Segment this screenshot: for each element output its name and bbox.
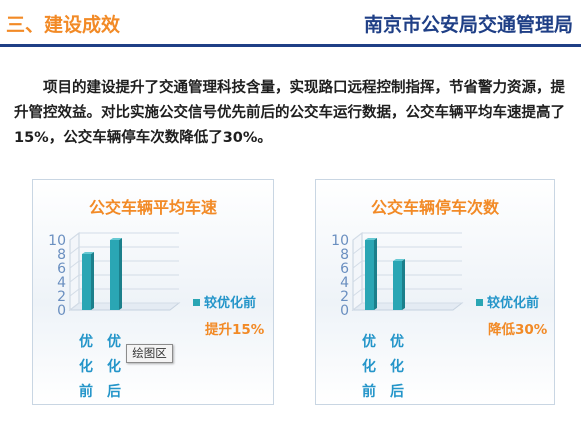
chart-panel-stop-count[interactable]: 公交车辆停车次数 0 2 4 6 8 10 优化前 优化后 较优化前 降低30% — [315, 179, 555, 405]
legend-label: 较优化前 — [487, 296, 540, 311]
organization-name: 南京市公安局交通管理局 — [363, 14, 573, 36]
slide-header: 三、建设成效 南京市公安局交通管理局 — [0, 0, 581, 48]
legend-swatch — [193, 299, 200, 306]
gridline-side — [352, 246, 363, 255]
y-tick-label: 8 — [340, 247, 349, 263]
gridline-side — [69, 260, 80, 269]
y-tick-label: 0 — [57, 303, 66, 319]
gridline-side — [69, 232, 80, 241]
y-tick-label: 8 — [57, 247, 66, 263]
bar-top — [365, 238, 377, 240]
y-tick-label: 2 — [340, 289, 349, 305]
gridline-side — [352, 302, 363, 311]
legend-label: 较优化前 — [204, 296, 257, 311]
y-tick-label: 0 — [340, 303, 349, 319]
bar — [82, 254, 91, 310]
bar-side — [91, 252, 94, 310]
bar-side — [374, 238, 377, 310]
gridline-side — [69, 246, 80, 255]
plot-area-tooltip: 绘图区 — [126, 344, 173, 363]
chart-legend: 较优化前 — [193, 292, 256, 311]
chart-annotation: 提升15% — [205, 322, 265, 338]
chart-annotation: 降低30% — [488, 322, 548, 338]
gridline-side — [352, 288, 363, 297]
y-tick-label: 6 — [57, 261, 66, 277]
section-title: 三、建设成效 — [6, 14, 121, 36]
gridline-side — [69, 302, 80, 311]
bar-side — [402, 259, 405, 310]
body-paragraph-text: 项目的建设提升了交通管理科技含量，实现路口远程控制指挥，节省警力资源，提升管控效… — [14, 80, 565, 146]
bar — [393, 261, 402, 310]
category-label: 优化后 — [107, 333, 121, 400]
y-tick-label: 10 — [48, 233, 66, 249]
category-label: 优化前 — [362, 333, 376, 400]
y-tick-label: 6 — [340, 261, 349, 277]
bar-top — [393, 259, 405, 261]
category-label: 优化前 — [79, 333, 93, 400]
chart-title: 公交车辆停车次数 — [370, 198, 499, 217]
y-tick-label: 2 — [57, 289, 66, 305]
legend-swatch — [476, 299, 483, 306]
y-tick-label: 4 — [57, 275, 66, 291]
chart-side-wall — [69, 231, 80, 312]
bar-top — [82, 252, 94, 254]
gridline-side — [69, 274, 80, 283]
chart-panel-avg-speed[interactable]: 公交车辆平均车速 0 2 4 6 8 10 优化前 优化后 较优化前 提升15% — [32, 179, 274, 405]
bar-top — [110, 238, 122, 240]
chart-side-wall — [352, 231, 363, 312]
gridline-side — [69, 288, 80, 297]
bar — [110, 240, 119, 310]
gridline-side — [352, 274, 363, 283]
category-label: 优化后 — [390, 333, 404, 400]
body-paragraph: 项目的建设提升了交通管理科技含量，实现路口远程控制指挥，节省警力资源，提升管控效… — [14, 76, 574, 151]
y-tick-label: 10 — [331, 233, 349, 249]
y-tick-label: 4 — [340, 275, 349, 291]
bar-side — [119, 238, 122, 310]
chart-legend: 较优化前 — [476, 292, 539, 311]
bar — [365, 240, 374, 310]
gridline-side — [352, 232, 363, 241]
gridline-side — [352, 260, 363, 269]
chart-title: 公交车辆平均车速 — [88, 198, 217, 217]
header-divider — [0, 44, 581, 47]
